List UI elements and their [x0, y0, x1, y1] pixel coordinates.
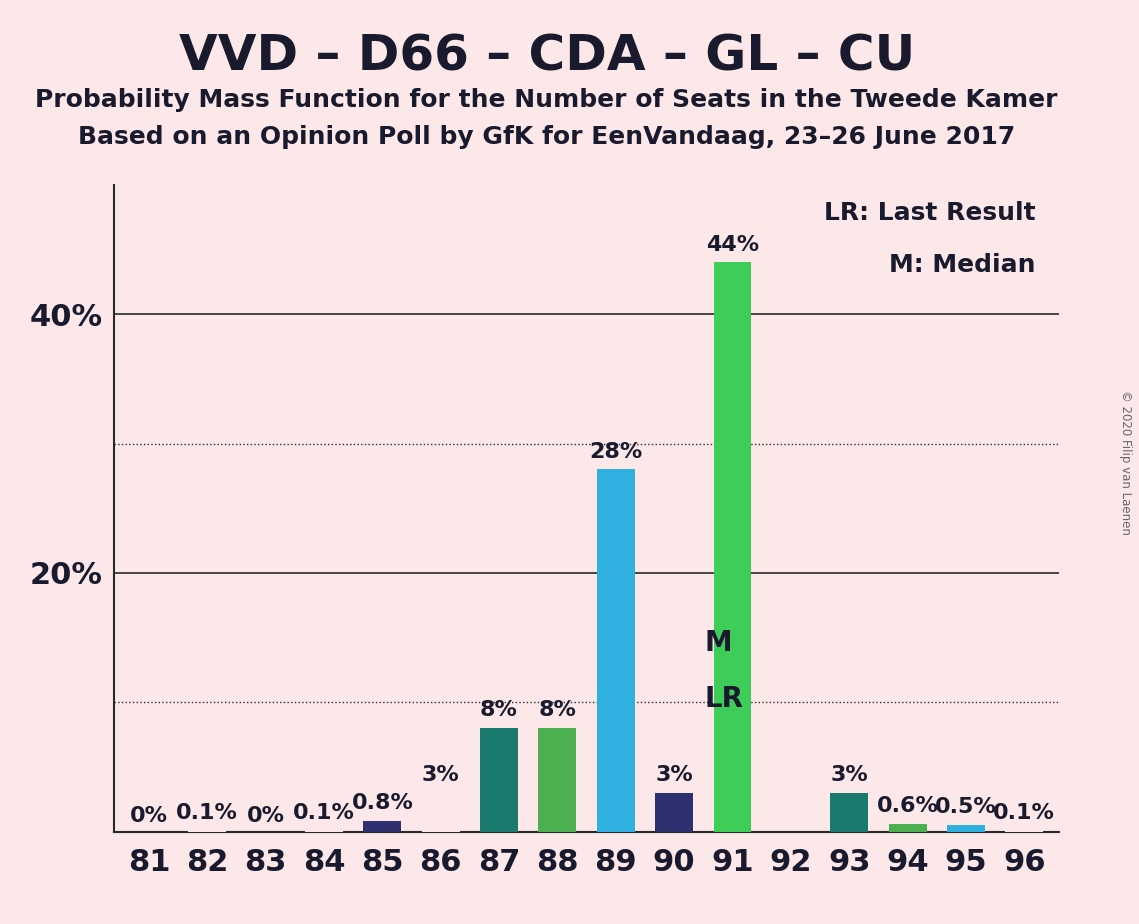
- Text: 0%: 0%: [130, 807, 167, 826]
- Bar: [305, 831, 343, 832]
- Bar: [188, 831, 227, 832]
- Text: 0%: 0%: [247, 807, 285, 826]
- Text: M: M: [704, 629, 732, 657]
- Text: 8%: 8%: [481, 700, 518, 721]
- Text: LR: LR: [704, 685, 744, 712]
- Text: 0.8%: 0.8%: [352, 794, 413, 813]
- Bar: [655, 793, 694, 832]
- Bar: [539, 728, 576, 832]
- Text: 3%: 3%: [421, 765, 459, 785]
- Bar: [421, 793, 460, 832]
- Text: © 2020 Filip van Laenen: © 2020 Filip van Laenen: [1118, 390, 1132, 534]
- Text: 0.1%: 0.1%: [993, 803, 1055, 822]
- Bar: [947, 825, 985, 832]
- Text: Based on an Opinion Poll by GfK for EenVandaag, 23–26 June 2017: Based on an Opinion Poll by GfK for EenV…: [79, 125, 1015, 149]
- Bar: [713, 262, 752, 832]
- Text: 28%: 28%: [589, 442, 642, 462]
- Text: 3%: 3%: [655, 765, 693, 785]
- Bar: [1006, 831, 1043, 832]
- Text: 0.1%: 0.1%: [177, 803, 238, 822]
- Bar: [480, 728, 518, 832]
- Bar: [830, 793, 868, 832]
- Text: LR: Last Result: LR: Last Result: [823, 201, 1035, 225]
- Text: M: Median: M: Median: [890, 253, 1035, 276]
- Text: 0.6%: 0.6%: [877, 796, 939, 816]
- Bar: [363, 821, 401, 832]
- Text: Probability Mass Function for the Number of Seats in the Tweede Kamer: Probability Mass Function for the Number…: [35, 88, 1058, 112]
- Text: 0.5%: 0.5%: [935, 797, 997, 818]
- Bar: [597, 469, 634, 832]
- Text: 3%: 3%: [830, 765, 868, 785]
- Text: 8%: 8%: [539, 700, 576, 721]
- Bar: [888, 824, 926, 832]
- Text: 44%: 44%: [706, 235, 759, 255]
- Text: 0.1%: 0.1%: [293, 803, 355, 822]
- Text: VVD – D66 – CDA – GL – CU: VVD – D66 – CDA – GL – CU: [179, 32, 915, 80]
